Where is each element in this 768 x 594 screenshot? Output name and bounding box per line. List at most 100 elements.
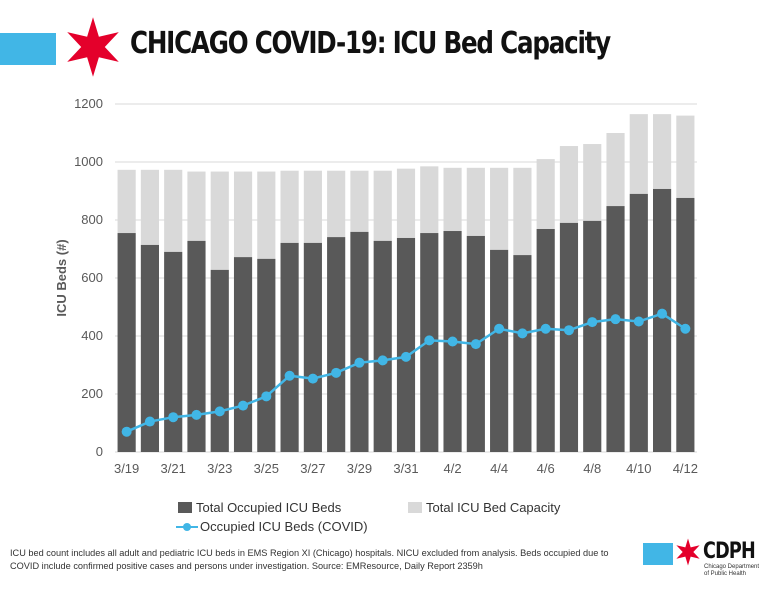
y-tick-label: 200 [81, 386, 103, 401]
x-tick-label: 3/25 [254, 461, 279, 476]
bar-occupied [350, 231, 369, 452]
covid-point [191, 409, 202, 420]
legend-label-capacity: Total ICU Bed Capacity [426, 500, 561, 515]
legend-label-occupied: Total Occupied ICU Beds [196, 500, 342, 515]
y-axis-label: ICU Beds (#) [54, 239, 69, 316]
bar-occupied [210, 269, 229, 452]
bar-capacity [327, 170, 346, 238]
logo-text: CDPH [703, 539, 756, 564]
bar-occupied [559, 222, 579, 452]
legend-swatch-covid [176, 522, 198, 531]
bar-occupied [583, 220, 602, 452]
covid-point [401, 351, 411, 362]
bar-capacity [653, 114, 672, 189]
bar-capacity [490, 167, 509, 250]
x-tick-label: 3/27 [300, 461, 325, 476]
bar-capacity [583, 144, 602, 221]
x-tick-label: 4/12 [673, 461, 698, 476]
bar-capacity [140, 169, 159, 245]
covid-point [470, 339, 481, 350]
bar-occupied [513, 255, 532, 452]
bar-capacity [466, 167, 485, 236]
cdph-logo: CDPH Chicago Department of Public Health [643, 537, 763, 581]
covid-point [587, 317, 598, 328]
x-tick-label: 4/8 [583, 461, 601, 476]
bar-capacity [513, 167, 532, 256]
covid-point [261, 391, 272, 402]
covid-point [447, 336, 458, 347]
y-tick-label: 0 [96, 444, 103, 459]
x-tick-label: 3/29 [347, 461, 372, 476]
covid-point [144, 416, 155, 427]
legend-capacity: Total ICU Bed Capacity [408, 500, 560, 515]
x-tick-label: 4/10 [626, 461, 651, 476]
covid-point [284, 370, 295, 381]
y-tick-label: 400 [81, 328, 103, 343]
covid-point [331, 367, 342, 378]
x-tick-label: 3/21 [161, 461, 186, 476]
bar-capacity [396, 168, 416, 238]
bar-capacity [187, 171, 206, 241]
bar-capacity [443, 167, 462, 232]
covid-point [238, 400, 249, 411]
bar-occupied [373, 240, 392, 452]
covid-point [424, 335, 435, 346]
bar-occupied [396, 237, 416, 452]
chicago-star-icon [67, 17, 119, 77]
page-title: CHICAGO COVID-19: ICU Bed Capacity [130, 26, 611, 61]
logo-blue-bar [643, 543, 673, 565]
bar-capacity [303, 170, 322, 243]
bar-capacity [606, 133, 625, 207]
bar-occupied [164, 251, 183, 452]
bar-capacity [164, 169, 183, 252]
footnote: ICU bed count includes all adult and ped… [10, 548, 609, 571]
x-tick-label: 3/19 [114, 461, 139, 476]
bar-occupied [653, 188, 672, 452]
covid-point [377, 355, 388, 366]
covid-point [680, 323, 691, 334]
bar-capacity [233, 171, 253, 258]
bar-capacity [373, 170, 392, 241]
bar-occupied [233, 257, 253, 452]
bar-capacity [210, 171, 229, 270]
covid-point [307, 373, 318, 384]
bar-capacity [536, 159, 555, 229]
covid-point [168, 412, 179, 423]
y-tick-label: 1000 [74, 154, 103, 169]
logo-star-icon [676, 538, 700, 566]
covid-point [494, 323, 505, 334]
y-tick-label: 600 [81, 270, 103, 285]
legend-covid: Occupied ICU Beds (COVID) [176, 519, 368, 534]
x-tick-label: 3/31 [393, 461, 418, 476]
x-tick-label: 4/4 [490, 461, 508, 476]
covid-point [633, 316, 644, 327]
bar-capacity [280, 170, 299, 243]
legend-occupied: Total Occupied ICU Beds [178, 500, 341, 515]
legend-swatch-capacity [408, 502, 422, 513]
bar-capacity [350, 170, 369, 232]
x-tick-label: 3/23 [207, 461, 232, 476]
x-tick-label: 4/6 [537, 461, 555, 476]
bar-occupied [606, 206, 625, 452]
covid-point [610, 314, 621, 325]
bar-capacity [117, 169, 136, 234]
y-tick-label: 800 [81, 212, 103, 227]
covid-point [540, 323, 551, 334]
covid-point [121, 426, 132, 437]
bar-occupied [327, 237, 346, 452]
legend-swatch-occupied [178, 502, 192, 513]
x-tick-label: 4/2 [444, 461, 462, 476]
legend-label-covid: Occupied ICU Beds (COVID) [200, 519, 368, 534]
bar-occupied [303, 242, 322, 452]
covid-point [214, 406, 225, 417]
bar-occupied [117, 233, 136, 452]
header-blue-bar [0, 33, 56, 65]
bar-capacity [420, 166, 439, 234]
covid-point [354, 357, 365, 368]
logo-subtitle: Chicago Department of Public Health [704, 564, 760, 577]
covid-point [517, 328, 528, 339]
bar-capacity [629, 114, 648, 194]
bar-capacity [676, 115, 695, 198]
bar-occupied [536, 228, 555, 452]
